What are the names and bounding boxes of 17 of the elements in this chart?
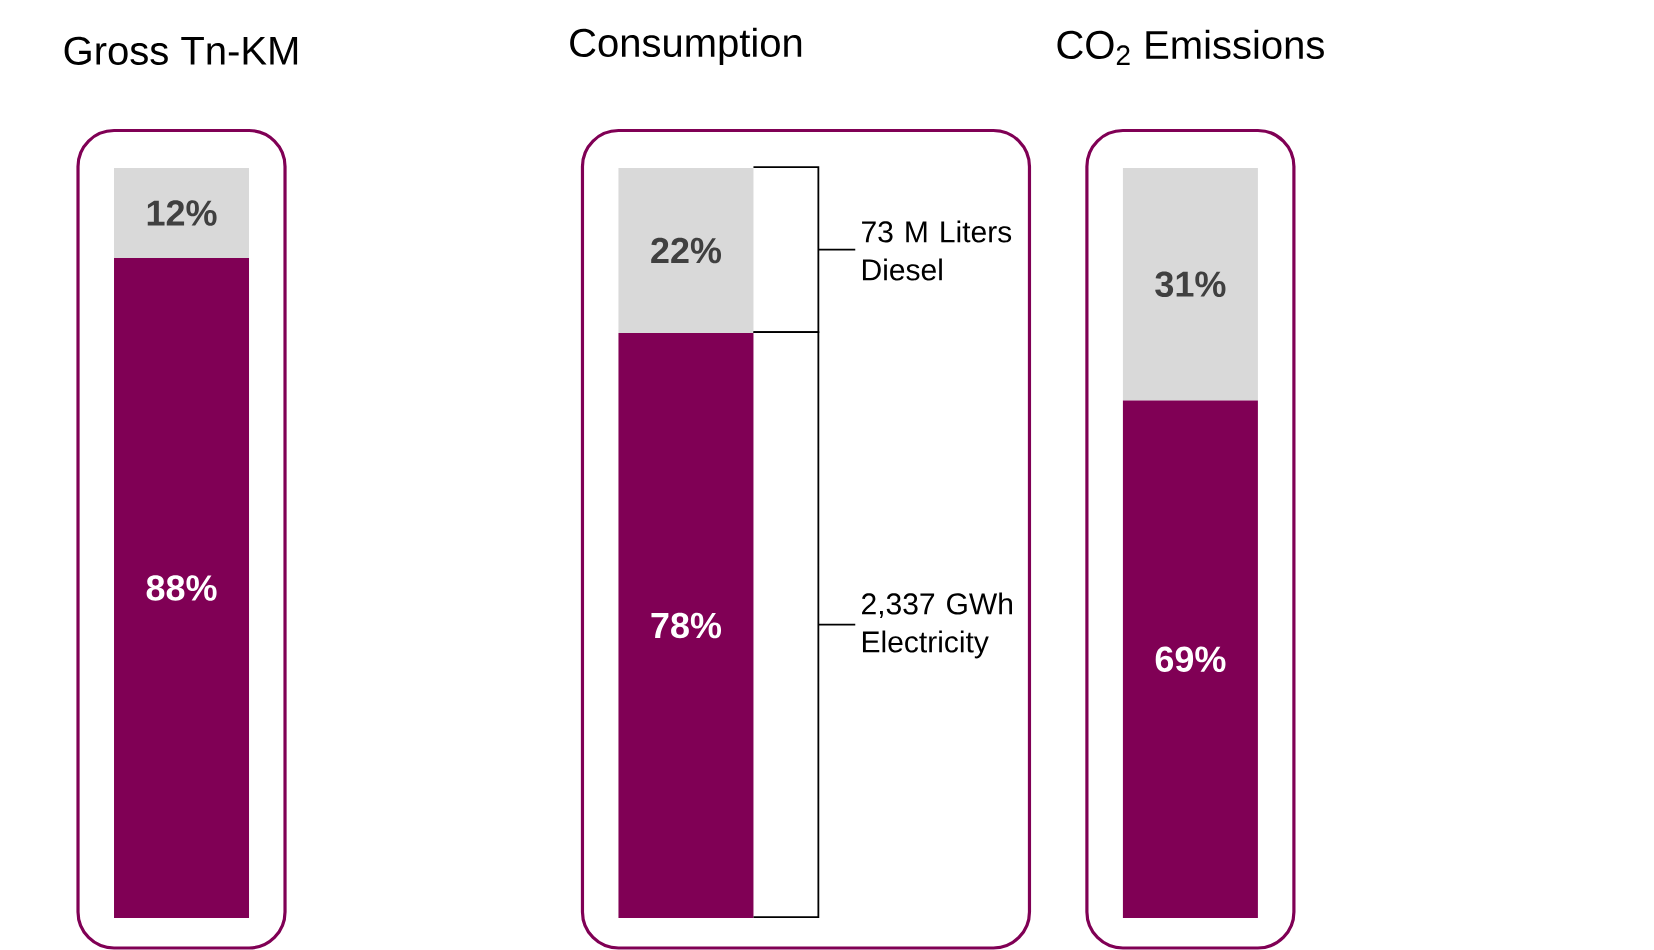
- bar: [114, 258, 250, 918]
- x-tick-label: Consumption: [570, 27, 802, 65]
- bar: [1122, 168, 1258, 401]
- data-label: 22%: [651, 237, 722, 264]
- data-label: 12%: [147, 200, 217, 226]
- data-label: 78%: [651, 612, 722, 639]
- data-label: 31%: [1155, 271, 1226, 298]
- annotation: 2,337 GWh Electricity: [862, 592, 1012, 659]
- bar: [618, 168, 754, 333]
- x-tick-label: CO$_{2}$ Emissions: [1057, 29, 1324, 65]
- data-label: 69%: [1155, 646, 1226, 672]
- annotation: 73 M Liters Diesel: [862, 220, 1012, 281]
- data-label: 88%: [146, 575, 217, 601]
- bar: [114, 168, 250, 258]
- x-tick-label: Gross Tn-KM: [64, 36, 298, 65]
- bar: [1122, 400, 1258, 918]
- bar: [618, 333, 754, 918]
